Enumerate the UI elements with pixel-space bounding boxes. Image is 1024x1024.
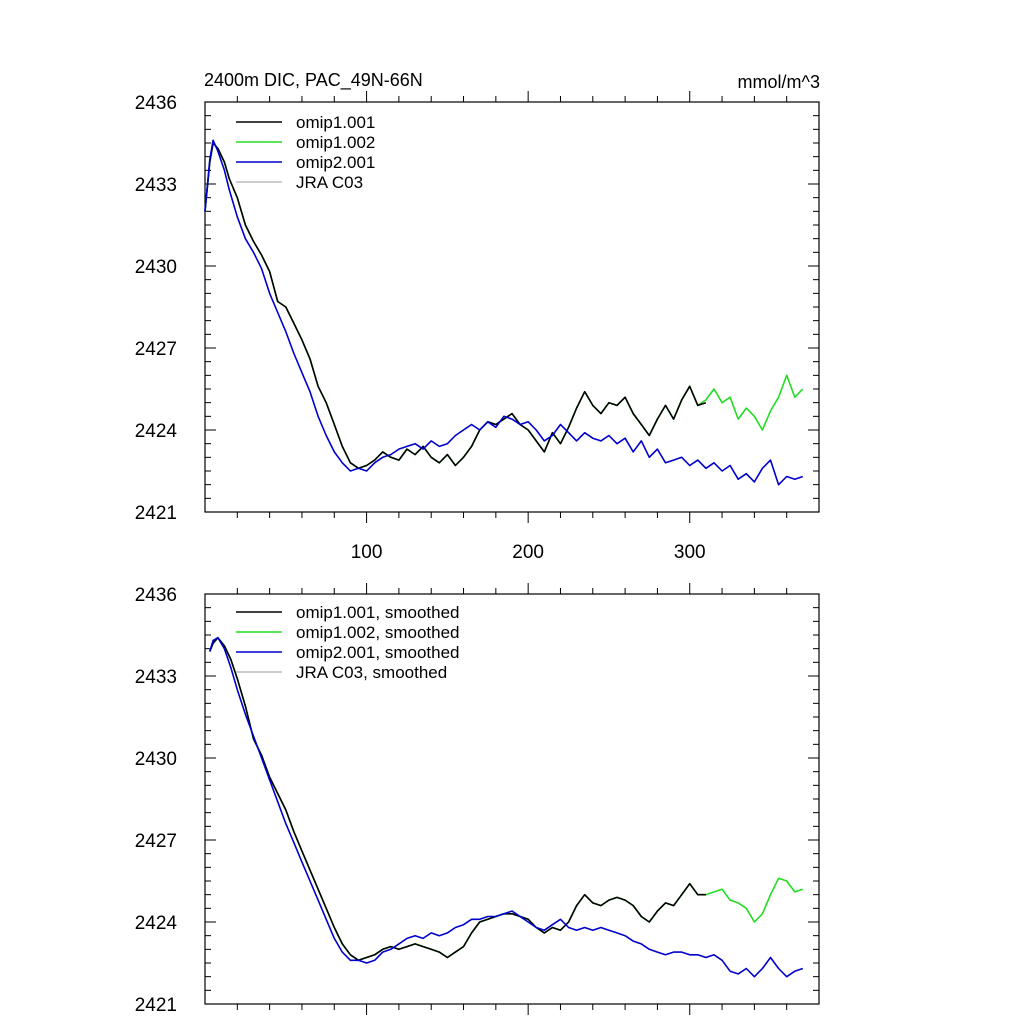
x-axis-labels: 100 200 300 [351,542,706,563]
x-tick-label: 100 [351,542,383,563]
top-panel: 2400m DIC, PAC_49N-66N mmol/m^3 2421 2424… [135,70,820,563]
series-line-omip2-001 [204,139,804,486]
y-tick-label: 2427 [135,339,177,360]
y-tick-label: 2421 [135,503,177,524]
y-tick-label: 2424 [135,913,178,934]
y-tick-label: 2433 [135,667,177,688]
legend-label-omip1-001: omip1.001 [296,113,375,132]
legend-label-omip1-001-smoothed: omip1.001, smoothed [296,603,460,622]
chart-title: 2400m DIC, PAC_49N-66N [204,70,423,91]
axis-ticks [205,583,819,1015]
legend-label-omip1-002-smoothed: omip1.002, smoothed [296,623,460,642]
legend-label-omip2-001-smoothed: omip2.001, smoothed [296,643,460,662]
series-line-omip1-001 [204,142,707,470]
y-tick-label: 2436 [135,93,177,114]
legend-label-omip1-002: omip1.002 [296,133,375,152]
y-tick-label: 2436 [135,585,177,606]
series-line-omip1-001-smoothed [209,636,706,962]
x-tick-label: 300 [674,542,706,563]
y-tick-label: 2424 [135,421,178,442]
series-line-omip1-002-smoothed [209,636,804,962]
legend-label-jra-c03: JRA C03 [296,173,363,192]
y-tick-label: 2427 [135,831,177,852]
y-tick-label: 2433 [135,175,177,196]
x-tick-label: 200 [512,542,544,563]
legend-label-jra-c03-smoothed: JRA C03, smoothed [296,663,447,682]
y-axis-labels: 2421 2424 2427 2430 2433 2436 [135,585,178,1016]
y-tick-label: 2421 [135,995,177,1016]
legend-label-omip2-001: omip2.001 [296,153,375,172]
series-lines [204,139,804,486]
units-label: mmol/m^3 [738,72,820,92]
y-axis-labels: 2421 2424 2427 2430 2433 2436 [135,93,178,524]
series-line-omip2-001-smoothed [209,636,804,978]
bottom-panel: 2421 2424 2427 2430 2433 2436 omip1.001, smoo… [135,583,820,1016]
axis-ticks [205,91,819,523]
y-tick-label: 2430 [135,749,177,770]
y-tick-label: 2430 [135,257,177,278]
series-lines [209,636,804,978]
